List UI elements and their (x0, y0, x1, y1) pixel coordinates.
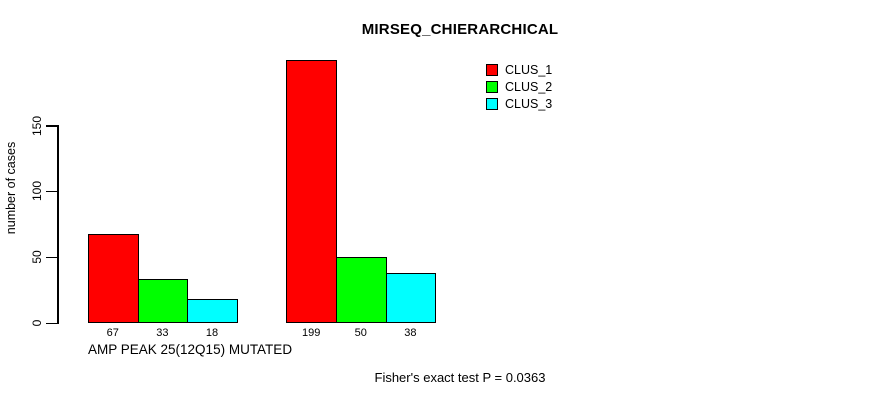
y-tick-label: 150 (30, 115, 44, 136)
bar-value-label: 18 (205, 327, 219, 340)
legend-swatch-clus_2 (486, 81, 498, 93)
bar-value-label: 199 (302, 327, 321, 340)
bar-value-label: 50 (354, 327, 367, 340)
bar-clus_3-group0 (187, 298, 238, 323)
bar-clus_3-group1 (385, 272, 437, 323)
legend-label: CLUS_2 (505, 80, 553, 94)
bar-value-label: 33 (156, 327, 169, 340)
legend: CLUS_1 CLUS_2 CLUS_3 (486, 64, 552, 115)
y-axis-label: number of cases (4, 141, 18, 235)
legend-item-clus_2: CLUS_2 (486, 81, 552, 93)
legend-item-clus_1: CLUS_1 (486, 64, 552, 76)
bar-clus_2-group0 (137, 279, 189, 323)
legend-swatch-clus_1 (486, 64, 498, 76)
y-axis-line (57, 125, 59, 325)
y-tick (46, 256, 57, 259)
legend-swatch-clus_3 (486, 98, 498, 110)
x-group-label: AMP PEAK 25(12Q15) MUTATED (88, 341, 293, 357)
bar-clus_2-group1 (336, 256, 387, 323)
y-tick-label: 100 (30, 181, 44, 202)
legend-label: CLUS_1 (505, 63, 553, 77)
y-tick (46, 125, 57, 127)
y-tick-label: 50 (30, 250, 44, 264)
legend-label: CLUS_3 (505, 97, 553, 111)
y-tick (46, 322, 57, 325)
annotation-text: Fisher's exact test P = 0.0363 (374, 370, 546, 385)
legend-item-clus_3: CLUS_3 (486, 98, 552, 110)
bar-clus_1-group1 (286, 60, 337, 323)
y-tick (46, 190, 57, 193)
chart-title: MIRSEQ_CHIERARCHICAL (361, 21, 559, 38)
bar-clus_1-group0 (88, 234, 139, 323)
bar-value-label: 67 (106, 327, 119, 340)
bar-value-label: 38 (404, 327, 417, 340)
y-tick-label: 0 (30, 319, 44, 327)
